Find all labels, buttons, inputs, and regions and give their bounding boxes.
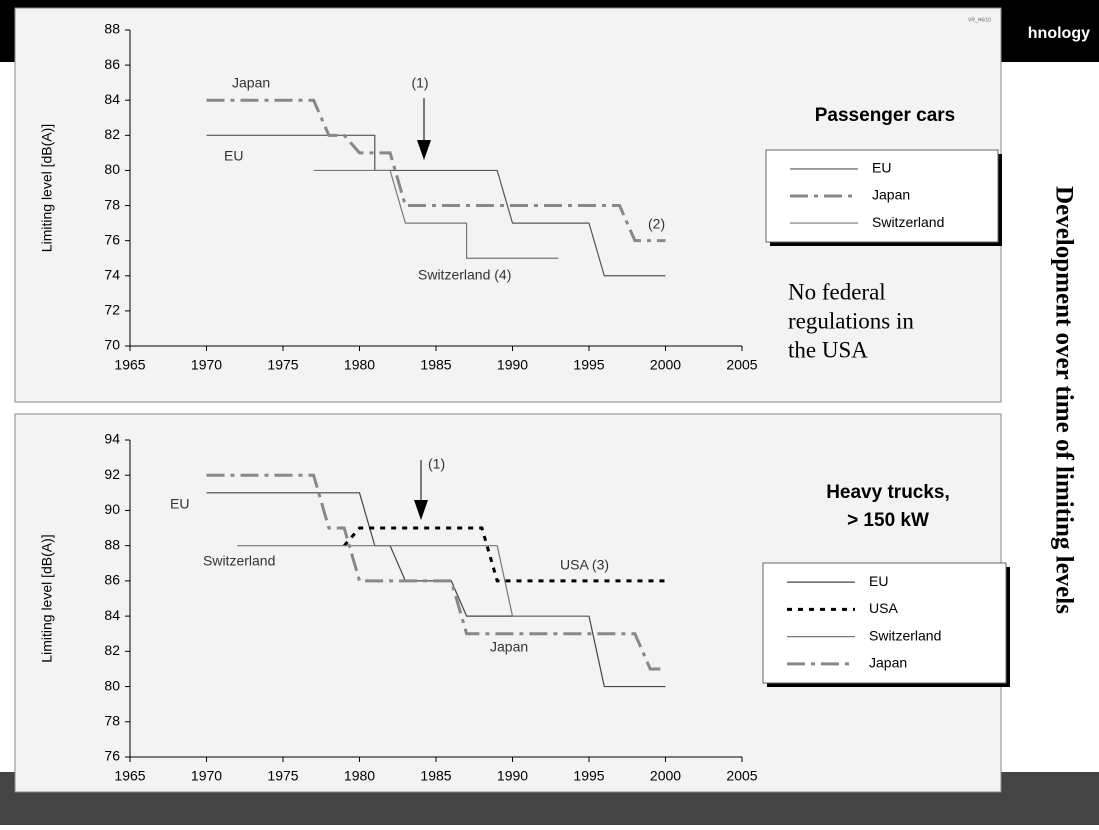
annotation: (1) <box>411 75 428 91</box>
series-line <box>343 526 666 583</box>
header-text: hnology <box>1028 25 1090 42</box>
x-tick-label: 1980 <box>344 357 375 373</box>
y-tick-label: 80 <box>104 677 120 693</box>
x-tick-label: 1990 <box>497 357 528 373</box>
y-tick-label: 88 <box>104 536 120 552</box>
y-tick-label: 86 <box>104 56 120 72</box>
y-tick-label: 92 <box>104 466 120 482</box>
annotation: Switzerland <box>203 553 275 569</box>
x-tick-label: 1980 <box>344 768 375 784</box>
y-tick-label: 72 <box>104 302 120 318</box>
x-tick-label: 1995 <box>573 768 604 784</box>
legend-label: Japan <box>869 655 907 671</box>
y-tick-label: 94 <box>104 431 120 447</box>
y-tick-label: 84 <box>104 607 120 623</box>
y-tick-label: 84 <box>104 91 120 107</box>
x-tick-label: 2000 <box>650 768 681 784</box>
arrow-head <box>414 500 428 520</box>
annotation: Japan <box>232 75 270 91</box>
y-tick-label: 70 <box>104 337 120 353</box>
x-tick-label: 1985 <box>420 357 451 373</box>
series-line <box>206 98 666 243</box>
x-tick-label: 1990 <box>497 768 528 784</box>
x-tick-label: 2000 <box>650 357 681 373</box>
x-tick-label: 1975 <box>267 357 298 373</box>
note: regulations in <box>788 308 914 333</box>
y-tick-label: 80 <box>104 161 120 177</box>
x-tick-label: 1975 <box>267 768 298 784</box>
x-tick-label: 1970 <box>191 357 222 373</box>
x-tick-label: 2005 <box>726 357 757 373</box>
chart-title: > 150 kW <box>847 510 929 531</box>
x-tick-label: 1965 <box>114 768 145 784</box>
annotation: (1) <box>428 456 445 472</box>
x-tick-label: 1985 <box>420 768 451 784</box>
series-line <box>206 134 666 277</box>
legend-label: Switzerland <box>869 627 941 643</box>
x-tick-label: 1965 <box>114 357 145 373</box>
y-tick-label: 82 <box>104 126 120 142</box>
legend-label: Japan <box>872 187 910 203</box>
vertical-title: Development over time of limiting levels <box>1050 186 1077 614</box>
legend-label: USA <box>869 600 898 616</box>
annotation: Japan <box>490 639 528 655</box>
y-tick-label: 76 <box>104 231 120 247</box>
x-tick-label: 1995 <box>573 357 604 373</box>
legend-label: EU <box>869 573 888 589</box>
legend-label: Switzerland <box>872 214 944 230</box>
y-tick-label: 74 <box>104 266 120 282</box>
y-tick-label: 86 <box>104 572 120 588</box>
series-line <box>313 169 559 259</box>
x-tick-label: 1970 <box>191 768 222 784</box>
chart-title: Passenger cars <box>815 105 956 126</box>
y-axis-label: Limiting level [dB(A)] <box>39 124 55 252</box>
annotation: USA (3) <box>560 557 609 573</box>
annotation: Switzerland (4) <box>418 267 511 283</box>
slide-code: VR_H6/10 <box>968 17 991 23</box>
arrow-head <box>417 140 431 160</box>
legend-label: EU <box>872 160 891 176</box>
series-line <box>206 492 666 688</box>
y-tick-label: 78 <box>104 196 120 212</box>
y-tick-label: 82 <box>104 642 120 658</box>
y-tick-label: 76 <box>104 748 120 764</box>
note: No federal <box>788 279 886 304</box>
chart-title: Heavy trucks, <box>826 482 950 503</box>
y-tick-label: 78 <box>104 712 120 728</box>
annotation: EU <box>170 496 189 512</box>
x-tick-label: 2005 <box>726 768 757 784</box>
note: the USA <box>788 337 868 362</box>
series-line <box>206 473 666 671</box>
y-tick-label: 88 <box>104 21 120 37</box>
y-tick-label: 90 <box>104 501 120 517</box>
y-axis-label: Limiting level [dB(A)] <box>39 534 55 662</box>
annotation: EU <box>224 148 243 164</box>
annotation: (2) <box>648 216 665 232</box>
series-line <box>237 545 589 617</box>
